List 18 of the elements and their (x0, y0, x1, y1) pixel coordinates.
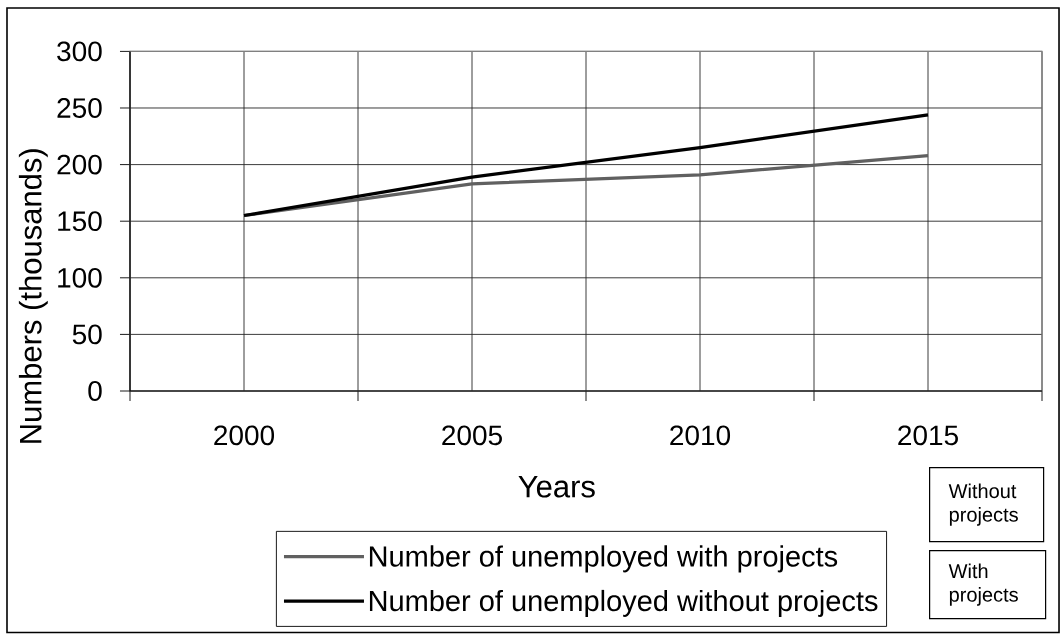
y-axis-title: Numbers (thousands) (18, 149, 48, 443)
y-tick-label: 150 (58, 211, 102, 232)
y-tick-label: 200 (57, 154, 102, 175)
y-tick-label: 100 (58, 267, 102, 288)
y-tick-label: 50 (72, 324, 102, 345)
y-tick-label: 250 (57, 98, 102, 118)
text: Without projects (948, 483, 1018, 526)
x-tick-label: 2000 (214, 425, 275, 446)
legend-label: Number of unemployed with projects (369, 545, 838, 573)
y-tick-label: 300 (57, 41, 102, 62)
x-tick-label: 2010 (670, 425, 731, 446)
x-tick-label: 2005 (442, 425, 502, 446)
x-tick-label: 2015 (898, 425, 958, 446)
text: With projects (948, 563, 1018, 606)
legend-label: Number of unemployed without projects (369, 589, 878, 617)
line-series (242, 113, 930, 218)
y-tick-label: 0 (88, 381, 102, 401)
x-axis-title: Years (518, 475, 595, 498)
